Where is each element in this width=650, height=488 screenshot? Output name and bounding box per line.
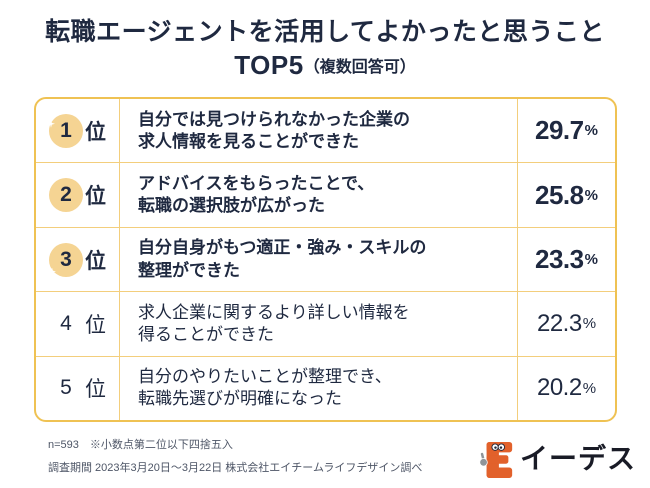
table-row: 2 位アドバイスをもらったことで、 転職の選択肢が広がった 25.8% [36,162,615,227]
answer-text: 自分では見つけられなかった企業の 求人情報を見ることができた [120,99,518,163]
survey-period-note: 調査期間 2023年3月20日～3月22日 株式会社エイチームライフデザイン調べ [48,462,423,474]
answer-line-1: アドバイスをもらったことで、 [138,174,375,194]
rank-number: 1 [60,118,72,142]
sample-size-note: n=593 ※小数点第二位以下四捨五入 [48,439,233,451]
table-row: 1 位自分では見つけられなかった企業の 求人情報を見ることができた 29.7% [36,99,615,163]
percentage-value: 25.8 [535,179,584,210]
rank-suffix: 位 [85,249,106,273]
percentage-unit: % [582,379,597,397]
percentage-cell: 22.3% [518,292,615,355]
answer-text: 求人企業に関するより詳しい情報を 得ることができた [120,292,518,356]
answer-line-1: 自分では見つけられなかった企業の [138,109,410,129]
percentage-cell: 29.7% [518,99,615,162]
ranking-table: 1 位自分では見つけられなかった企業の 求人情報を見ることができた 29.7% 2 位アド… [34,97,617,422]
subtitle-top5: TOP5 [234,50,304,80]
rank-number: 2 [60,183,72,207]
logo-text: イーデス [519,443,636,474]
answer-line-1: 自分自身がもつ適正・強み・スキルの [138,238,427,258]
answer-line-2: 整理ができた [138,260,240,280]
answer-line-1: 自分のやりたいことが整理でき、 [138,367,392,387]
rank-number: 4 [60,311,72,335]
percentage-unit: % [584,251,598,269]
percentage-value: 20.2 [536,374,582,402]
answer-line-2: 転職の選択肢が広がった [138,196,325,216]
rank-number: 5 [60,376,72,400]
rank-highlight-circle [49,178,83,213]
percentage-cell: 20.2% [518,357,615,420]
rank-suffix: 位 [85,313,106,337]
header: 転職エージェントを活用してよかったと思うこと TOP5（複数回答可） [0,0,650,80]
answer-line-2: 求人情報を見ることができた [138,131,359,151]
rank-highlight-circle [49,242,83,277]
percentage-unit: % [582,315,597,333]
answer-line-2: 得ることができた [138,324,274,344]
answer-text: アドバイスをもらったことで、 転職の選択肢が広がった [120,163,518,227]
subtitle: TOP5（複数回答可） [0,51,650,80]
percentage-value: 22.3 [536,309,582,337]
percentage-cell: 25.8% [518,163,615,226]
rank-number-wrap: 3 [49,242,83,277]
page-title: 転職エージェントを活用してよかったと思うこと [45,18,605,46]
rank-highlight-circle [49,113,83,148]
percentage-unit: % [584,186,598,204]
edes-logo: イーデス [479,438,636,480]
rank-suffix: 位 [85,378,106,402]
rank-number-wrap: 4 [49,307,83,341]
mascot-eyes [491,443,506,451]
table-row: 5 位自分のやりたいことが整理でき、 転職先選びが明確になった 20.2% [36,355,615,420]
answer-line-1: 求人企業に関するより詳しい情報を [138,302,410,322]
footer-notes: n=593 ※小数点第二位以下四捨五入 調査期間 2023年3月20日～3月22… [48,440,422,474]
rank-number-wrap: 2 [49,178,83,213]
rank-suffix: 位 [85,120,106,144]
answer-text: 自分自身がもつ適正・強み・スキルの 整理ができた [120,227,518,292]
e-mascot-icon [479,441,513,478]
percentage-value: 29.7 [535,115,584,146]
table-row: 3 位自分自身がもつ適正・強み・スキルの 整理ができた 23.3% [36,226,615,292]
percentage-unit: % [584,122,598,140]
rank-number-wrap: 5 [49,371,83,405]
percentage-value: 23.3 [535,244,584,275]
subtitle-note: （複数回答可） [303,59,416,76]
answer-text: 自分のやりたいことが整理でき、 転職先選びが明確になった [120,356,518,420]
rank-suffix: 位 [85,185,106,209]
table-row: 4 位求人企業に関するより詳しい情報を 得ることができた 22.3% [36,291,615,356]
mascot-thumbs-up-hand [479,452,488,467]
percentage-cell: 23.3% [518,228,615,291]
answer-line-2: 転職先選びが明確になった [138,389,342,409]
rank-number-wrap: 1 [49,113,83,148]
rank-number: 3 [60,247,72,271]
